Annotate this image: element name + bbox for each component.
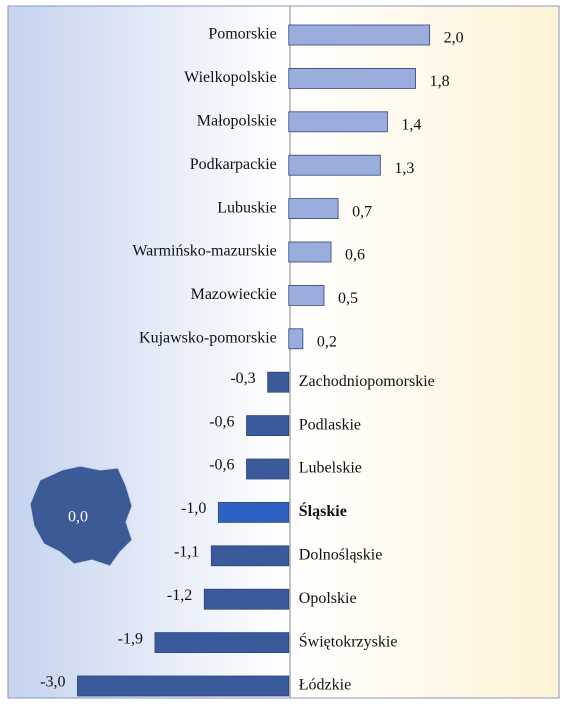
value-label: -0,3 [230,370,255,387]
category-label: Świętokrzyskie [299,631,398,650]
bar [154,632,290,653]
value-label: 0,2 [317,333,337,350]
value-label: -1,0 [181,500,206,517]
value-label: -0,6 [209,413,234,430]
bar [77,675,290,697]
bar [217,501,290,523]
category-label: Pomorskie [208,26,276,43]
bar [246,415,290,437]
bar [288,24,431,46]
plot-background [7,5,560,699]
category-label: Kujawsko-pomorskie [139,329,277,346]
poland-map [29,465,133,567]
annotation: 0,0 [68,509,88,526]
bar [210,545,290,567]
value-label: -1,9 [118,630,143,647]
bar [288,68,416,89]
category-label: Opolskie [299,590,357,607]
category-label: Mazowieckie [191,286,277,303]
bar [203,588,290,610]
value-label: 0,6 [345,247,365,264]
value-label: -1,1 [174,543,199,560]
category-label: Zachodniopomorskie [299,373,435,390]
bar [288,328,304,350]
bar [288,284,325,306]
bar [246,458,290,480]
value-label: 1,4 [401,116,421,133]
category-label: Małopolskie [197,112,277,129]
value-label: 0,5 [338,290,358,307]
bar [288,154,381,176]
value-label: -1,2 [167,587,192,604]
category-label: Podkarpackie [190,156,277,173]
value-label: -0,6 [209,457,234,474]
category-label: Podlaskie [299,416,361,433]
bar [288,198,339,220]
value-label: 2,0 [444,30,464,47]
bar [288,241,332,263]
category-label: Warmińsko-mazurskie [132,243,276,260]
value-label: -3,0 [40,674,65,691]
bar [288,111,388,133]
category-label: Łódzkie [299,677,351,694]
value-label: 0,7 [352,203,372,220]
category-label: Wielkopolskie [184,69,277,86]
category-label: Lubuskie [217,199,277,216]
value-label: 1,3 [394,160,414,177]
category-label: Śląskie [299,501,347,520]
value-label: 1,8 [430,73,450,90]
category-label: Dolnośląskie [299,546,383,563]
bar [267,371,290,393]
category-label: Lubelskie [299,460,362,477]
